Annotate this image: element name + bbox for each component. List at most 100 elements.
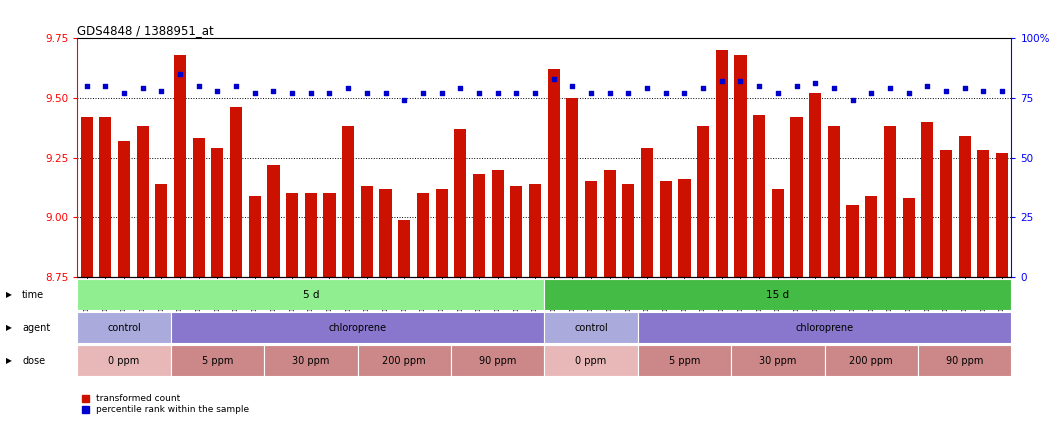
Point: [863, 90, 880, 96]
Bar: [137, 126, 148, 277]
Point: [993, 87, 1010, 94]
Bar: [918, 345, 1011, 376]
Bar: [638, 345, 731, 376]
Bar: [604, 170, 615, 277]
Bar: [548, 69, 560, 277]
Point: [526, 90, 543, 96]
Point: [433, 90, 450, 96]
Bar: [638, 312, 1011, 343]
Bar: [865, 196, 877, 277]
Text: ▶: ▶: [6, 356, 13, 365]
Bar: [267, 165, 280, 277]
Point: [358, 90, 375, 96]
Bar: [641, 148, 653, 277]
Point: [172, 71, 189, 77]
Bar: [77, 312, 170, 343]
Point: [714, 78, 731, 85]
Bar: [174, 55, 186, 277]
Bar: [734, 55, 747, 277]
Text: ▶: ▶: [6, 323, 13, 332]
Bar: [921, 122, 933, 277]
Bar: [884, 126, 896, 277]
Bar: [398, 220, 410, 277]
Bar: [995, 153, 1008, 277]
Text: GDS4848 / 1388951_at: GDS4848 / 1388951_at: [77, 24, 214, 37]
Text: 5 ppm: 5 ppm: [668, 356, 700, 365]
Point: [582, 90, 599, 96]
Text: 0 ppm: 0 ppm: [108, 356, 140, 365]
Point: [396, 97, 413, 104]
Bar: [623, 184, 634, 277]
Bar: [510, 186, 522, 277]
Point: [695, 85, 712, 92]
Point: [134, 85, 151, 92]
Point: [96, 82, 113, 89]
Point: [377, 90, 394, 96]
Point: [807, 80, 824, 87]
Point: [844, 97, 861, 104]
Point: [975, 87, 992, 94]
Point: [937, 87, 954, 94]
Bar: [100, 117, 111, 277]
Point: [414, 90, 431, 96]
Text: 90 ppm: 90 ppm: [479, 356, 517, 365]
Point: [563, 82, 580, 89]
Bar: [697, 126, 710, 277]
Point: [545, 75, 562, 82]
Text: ▶: ▶: [6, 290, 13, 299]
Point: [284, 90, 301, 96]
Point: [489, 90, 506, 96]
Point: [620, 90, 636, 96]
Text: 200 ppm: 200 ppm: [382, 356, 426, 365]
Text: 90 ppm: 90 ppm: [946, 356, 984, 365]
Point: [769, 90, 786, 96]
Bar: [977, 151, 989, 277]
Bar: [264, 345, 358, 376]
Point: [228, 82, 245, 89]
Point: [658, 90, 675, 96]
Point: [209, 87, 226, 94]
Point: [470, 90, 487, 96]
Point: [881, 85, 898, 92]
Point: [78, 82, 95, 89]
Bar: [585, 181, 597, 277]
Bar: [170, 312, 544, 343]
Text: 30 ppm: 30 ppm: [759, 356, 796, 365]
Bar: [902, 198, 915, 277]
Text: control: control: [107, 323, 141, 332]
Point: [303, 90, 320, 96]
Point: [900, 90, 917, 96]
Bar: [358, 345, 451, 376]
Bar: [170, 345, 264, 376]
Bar: [491, 170, 504, 277]
Point: [919, 82, 936, 89]
Bar: [772, 189, 784, 277]
Point: [265, 87, 282, 94]
Point: [676, 90, 693, 96]
Bar: [323, 193, 336, 277]
Point: [247, 90, 264, 96]
Point: [956, 85, 973, 92]
Text: 5 ppm: 5 ppm: [201, 356, 233, 365]
Point: [751, 82, 768, 89]
Bar: [544, 279, 1011, 310]
Bar: [825, 345, 918, 376]
Text: chloroprene: chloroprene: [328, 323, 387, 332]
Bar: [193, 138, 204, 277]
Bar: [342, 126, 355, 277]
Bar: [731, 345, 825, 376]
Bar: [958, 136, 971, 277]
Bar: [77, 279, 544, 310]
Text: control: control: [574, 323, 608, 332]
Point: [732, 78, 749, 85]
Point: [321, 90, 338, 96]
Point: [191, 82, 208, 89]
Point: [115, 90, 132, 96]
Bar: [156, 184, 167, 277]
Point: [340, 85, 357, 92]
Bar: [544, 312, 638, 343]
Bar: [473, 174, 485, 277]
Text: dose: dose: [22, 356, 46, 365]
Point: [788, 82, 805, 89]
Point: [639, 85, 656, 92]
